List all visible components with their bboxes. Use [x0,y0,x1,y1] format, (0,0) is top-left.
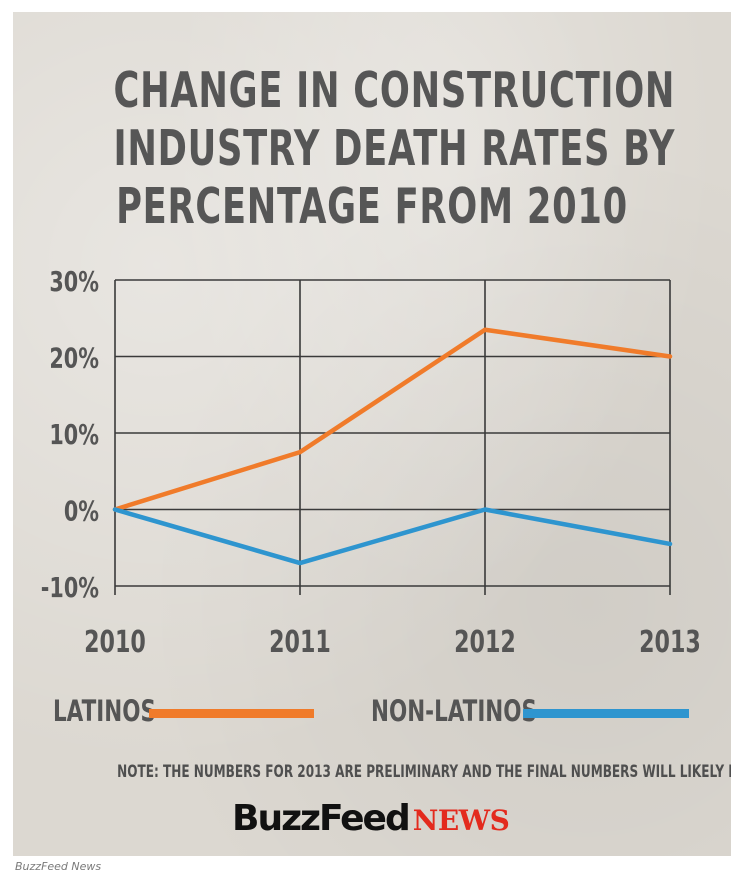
x-tick-label: 2012 [454,626,516,660]
series-line-non-latinos [112,507,673,566]
chart-title: CHANGE IN CONSTRUCTION INDUSTRY DEATH RA… [113,62,676,236]
legend-swatch-latinos [149,709,314,718]
logo-news: NEWS [412,804,510,837]
legend-label-non-latinos: NON-LATINOS [371,694,537,728]
image-credit: BuzzFeed News [15,860,102,873]
y-tick-label: 10% [49,418,99,451]
legend-label-latinos: LATINOS [53,694,156,728]
legend-swatch-non-latinos [523,709,689,718]
x-tick-label: 2011 [269,626,331,660]
title-line-2: INDUSTRY DEATH RATES BY [113,120,676,177]
buzzfeed-news-logo: BuzzFeed NEWS [232,798,510,839]
title-line-1: CHANGE IN CONSTRUCTION [113,62,676,119]
series-line-latinos [112,327,673,512]
y-tick-label: -10% [41,571,99,604]
footnote: NOTE: THE NUMBERS FOR 2013 ARE PRELIMINA… [117,762,731,782]
y-tick-label: 30% [49,265,99,298]
title-line-3: PERCENTAGE FROM 2010 [116,178,628,235]
y-tick-label: 20% [49,341,99,374]
y-tick-label: 0% [64,494,99,527]
x-tick-label: 2013 [639,626,701,660]
line-chart: 30% 20% 10% 0% -10% 2010 2011 2012 2013 [41,265,701,660]
infographic-card: CHANGE IN CONSTRUCTION INDUSTRY DEATH RA… [13,12,731,856]
x-tick-label: 2010 [84,626,146,660]
logo-buzzfeed: BuzzFeed [232,798,411,839]
